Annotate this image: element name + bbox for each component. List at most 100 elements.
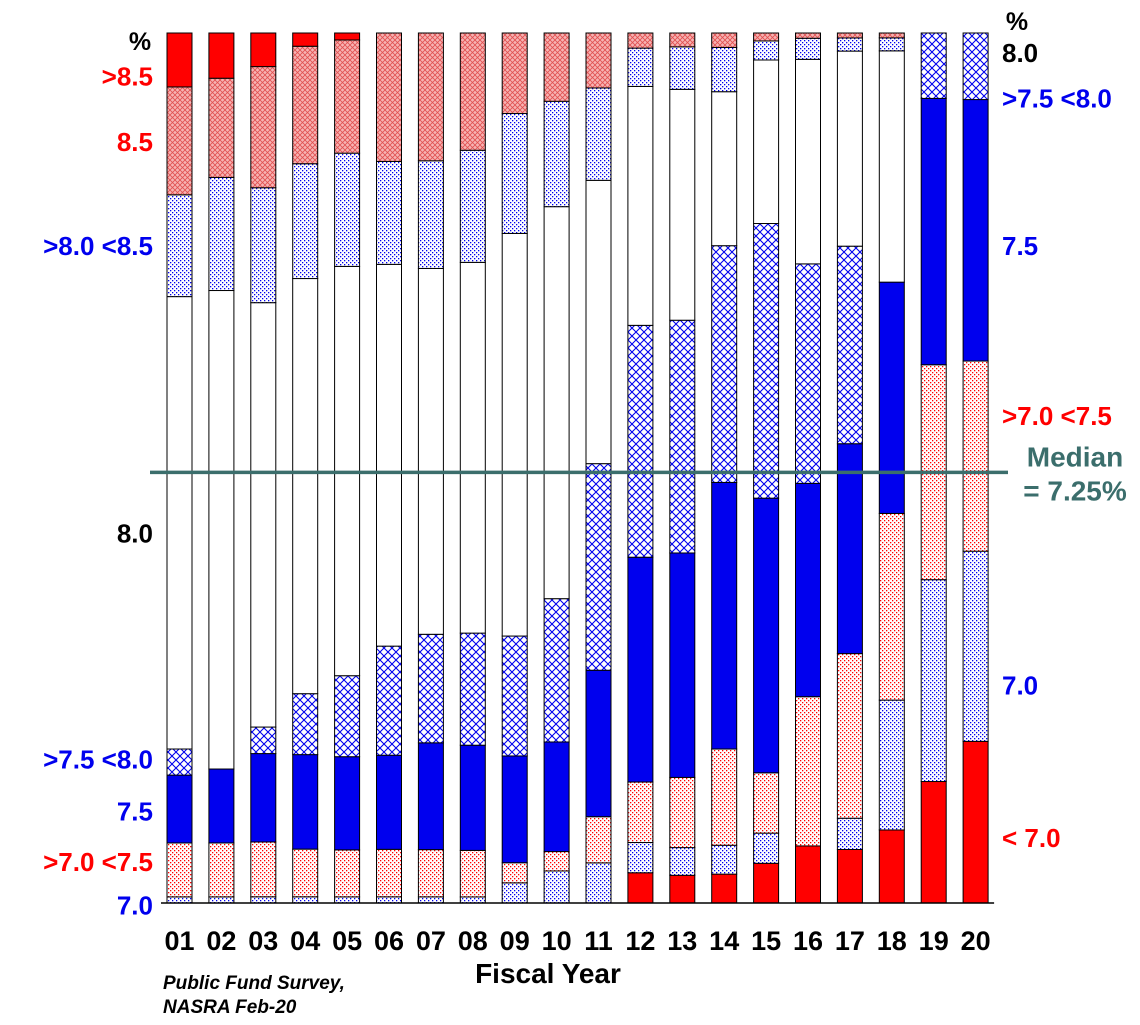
bar-segment-8085-08 bbox=[459, 149, 486, 263]
bar-segment-eq85-18 bbox=[878, 32, 905, 39]
bar-segment-eq70-06 bbox=[376, 896, 402, 904]
bar-segment-eq70-15 bbox=[753, 832, 780, 864]
bar-segment-7580-01 bbox=[166, 748, 193, 776]
bar-segment-7075-07 bbox=[417, 849, 444, 898]
left-label-gt85: >8.5 bbox=[102, 62, 153, 92]
right-label-eq80r: 8.0 bbox=[1002, 38, 1038, 68]
x-tick-label-20: 20 bbox=[961, 926, 991, 956]
bar-segment-7580-14 bbox=[711, 245, 738, 483]
bar-segment-eq85-08 bbox=[459, 32, 486, 151]
bar-segment-eq70-17 bbox=[836, 817, 863, 850]
bar-segment-eq75-05 bbox=[334, 756, 361, 851]
bar-segment-eq80-11 bbox=[585, 179, 612, 465]
bar-segment-7075-11 bbox=[585, 816, 612, 864]
bar-segment-7075-13 bbox=[669, 776, 696, 849]
bar-segment-eq75-01 bbox=[166, 774, 193, 844]
bar-segment-lt70-19 bbox=[920, 781, 947, 904]
bar-segment-eq70-12 bbox=[627, 842, 654, 874]
bar-segment-8085-01 bbox=[166, 194, 193, 298]
bar-segment-8085-03 bbox=[250, 187, 277, 304]
bar-segment-eq70-03 bbox=[250, 896, 277, 904]
bar-segment-7580-03 bbox=[250, 726, 277, 755]
bar-segment-8085-09 bbox=[501, 113, 528, 234]
bar-segment-lt70-17 bbox=[836, 848, 863, 904]
bar-segment-eq85-09 bbox=[501, 32, 528, 115]
bar-segment-8085-16 bbox=[795, 37, 821, 60]
bar-segment-7075-12 bbox=[627, 781, 654, 844]
bar-segment-7075-01 bbox=[166, 842, 193, 898]
bar-segment-eq70-04 bbox=[292, 896, 319, 904]
bar-segment-eq85-02 bbox=[208, 77, 235, 178]
bar-segment-eq85-16 bbox=[795, 32, 821, 39]
bar-segment-eq85-12 bbox=[627, 32, 654, 49]
bar-segment-lt70-15 bbox=[753, 862, 780, 904]
bar-segment-eq75-09 bbox=[501, 755, 528, 864]
bar-segment-eq70-13 bbox=[669, 847, 696, 876]
bar-segment-eq80-18 bbox=[878, 50, 905, 283]
bar-segment-eq85-01 bbox=[166, 86, 193, 196]
bar-segment-7580-07 bbox=[417, 633, 444, 744]
bar-segment-eq80-08 bbox=[459, 261, 486, 634]
bar-segment-eq75-12 bbox=[627, 556, 654, 783]
x-tick-label-06: 06 bbox=[374, 926, 404, 956]
bar-segment-eq70-18 bbox=[878, 699, 905, 831]
bar-segment-7075-09 bbox=[501, 862, 528, 884]
x-tick-label-13: 13 bbox=[667, 926, 697, 956]
bar-segment-eq80-06 bbox=[376, 263, 402, 647]
bar-segment-eq80-13 bbox=[669, 88, 696, 321]
left-label-eq85: 8.5 bbox=[117, 127, 153, 157]
bar-segment-7075-15 bbox=[753, 772, 780, 834]
bar-segment-eq75-17 bbox=[836, 443, 863, 655]
left-label-8085: >8.0 <8.5 bbox=[43, 231, 153, 261]
bar-segment-7075-08 bbox=[459, 849, 486, 898]
x-tick-label-12: 12 bbox=[625, 926, 655, 956]
x-tick-label-17: 17 bbox=[835, 926, 865, 956]
bar-segment-7075-05 bbox=[334, 849, 361, 898]
bar-segment-7580-17 bbox=[836, 245, 863, 445]
bar-segment-gt85-02 bbox=[208, 32, 235, 79]
x-axis-title: Fiscal Year bbox=[475, 958, 621, 989]
bar-segment-eq85-13 bbox=[669, 32, 696, 48]
bar-segment-eq80-02 bbox=[208, 290, 235, 770]
bar-segment-8085-14 bbox=[711, 46, 738, 93]
bar-segment-eq70-11 bbox=[585, 862, 612, 904]
left-label-eq75: 7.5 bbox=[117, 797, 153, 827]
bar-segment-7075-14 bbox=[711, 748, 738, 846]
x-tick-label-04: 04 bbox=[290, 926, 320, 956]
bar-segment-eq80-03 bbox=[250, 302, 277, 728]
x-tick-label-19: 19 bbox=[919, 926, 949, 956]
bar-segment-gt85-03 bbox=[250, 32, 277, 68]
right-label-7580r: >7.5 <8.0 bbox=[1002, 83, 1112, 113]
bar-segment-eq75-02 bbox=[208, 768, 235, 844]
bar-segment-7580-04 bbox=[292, 693, 319, 756]
bar-segment-eq70-08 bbox=[459, 896, 486, 904]
bar-segment-eq70-10 bbox=[543, 870, 570, 904]
bar-segment-8085-04 bbox=[292, 163, 319, 280]
bar-segment-8085-11 bbox=[585, 87, 612, 181]
bar-segment-eq80-10 bbox=[543, 206, 570, 600]
bar-segment-7580-13 bbox=[669, 319, 696, 554]
bar-segment-eq85-14 bbox=[711, 32, 738, 48]
bar-segment-lt70-20 bbox=[962, 740, 989, 904]
bar-segment-gt85-04 bbox=[292, 32, 319, 47]
bar-segment-eq80-16 bbox=[795, 58, 821, 265]
bar-segment-lt70-12 bbox=[627, 872, 654, 904]
percent-label-left: % bbox=[129, 28, 151, 56]
x-tick-label-01: 01 bbox=[164, 926, 194, 956]
bar-segment-7075-06 bbox=[376, 848, 402, 898]
bar-segment-7580-11 bbox=[585, 463, 612, 671]
bar-segment-eq85-15 bbox=[753, 32, 780, 42]
x-tick-label-11: 11 bbox=[584, 926, 613, 956]
bar-segment-7580-10 bbox=[543, 598, 570, 743]
bar-segment-7075-04 bbox=[292, 848, 319, 898]
x-tick-label-10: 10 bbox=[542, 926, 572, 956]
x-tick-label-14: 14 bbox=[709, 926, 739, 956]
bar-segment-eq75-16 bbox=[795, 482, 821, 698]
percent-label-right: % bbox=[1006, 8, 1028, 36]
bar-segment-eq70-02 bbox=[208, 896, 235, 904]
bar-segment-eq70-09 bbox=[501, 882, 528, 904]
bar-segment-gt85-01 bbox=[166, 32, 193, 88]
bar-segment-eq70-14 bbox=[711, 844, 738, 875]
x-tick-label-16: 16 bbox=[793, 926, 823, 956]
right-label-eq70r: 7.0 bbox=[1002, 671, 1038, 701]
